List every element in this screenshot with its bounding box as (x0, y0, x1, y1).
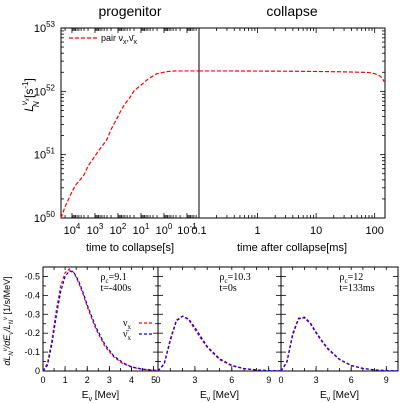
spec1-panel: 0 -0.1 -0.2 -0.3 -0.4 -0.5 dLNν/dEν/LNν [1/s/M… (2, 266, 159, 403)
x-tick-label: 100 (366, 225, 384, 237)
x-axis-label: Eν [MeV] (320, 390, 359, 403)
x-tick-label: 10 (310, 225, 322, 237)
x-tick-label: 2 (85, 375, 90, 385)
x-tick-label: 100 (156, 222, 173, 237)
x-tick-label: 3 (314, 375, 319, 385)
y-axis-label: dLNν/dEν/LNν [1/s/MeV] (2, 276, 15, 365)
x-tick-label: 9 (384, 375, 389, 385)
collapse-panel: collapse 0.1 1 10 100 time after collapse[ms] (191, 3, 386, 254)
x-axis-label: time to collapse[s] (86, 242, 174, 254)
x-tick-label: 6 (229, 375, 234, 385)
x-tick-label: 101 (133, 222, 150, 237)
x-tick-label: 0 (278, 375, 283, 385)
y-tick-label: 1050 (34, 210, 56, 225)
annotation-time: t=-400s (101, 283, 132, 294)
y-tick-label: 1053 (34, 20, 56, 35)
panel-title: progenitor (98, 3, 161, 19)
x-tick-label: 4 (129, 375, 134, 385)
x-axis-label: time after collapse[ms] (237, 242, 347, 254)
x-tick-label: 102 (110, 222, 127, 237)
annotation-density: ρc=10.3 (220, 272, 251, 285)
annotation-density: ρc=12 (340, 272, 364, 285)
series-line-1 (280, 316, 399, 372)
annotation-time: t=0s (220, 283, 237, 294)
x-tick-label: 0 (155, 375, 160, 385)
x-tick-label: 3 (192, 375, 197, 385)
legend-label: ν̄x (123, 329, 132, 342)
y-tick-label: -0.3 (24, 309, 40, 319)
x-tick-label: 103 (87, 222, 104, 237)
y-axis-label: LνxN [s-1] (20, 78, 41, 112)
x-tick-label: 1 (255, 225, 261, 237)
y-tick-label: -0.4 (24, 290, 40, 300)
series-line-0 (60, 70, 199, 219)
x-tick-label: 9 (266, 375, 271, 385)
x-tick-label: 10-1 (177, 222, 197, 237)
legend-label: pair νx,ν̄x (101, 33, 138, 46)
spec2-panel: 0 3 6 9 Eν [MeV] ρc=10.3t=0s (155, 266, 282, 403)
series-line-1 (42, 270, 159, 372)
x-tick-label: 3 (107, 375, 112, 385)
spec3-panel: 0 3 6 9 Eν [MeV] ρc=12t=133ms (278, 266, 399, 403)
panel-title: collapse (266, 3, 318, 19)
y-tick-label: -0.1 (24, 347, 40, 357)
y-tick-label: 0 (35, 366, 40, 376)
y-tick-label: -0.5 (24, 271, 40, 281)
series-line-0 (199, 70, 385, 82)
plot-frame (60, 27, 200, 219)
series-line-0 (280, 317, 399, 372)
y-tick-label: -0.2 (24, 328, 40, 338)
x-tick-label: 5 (151, 375, 156, 385)
x-tick-label: 0.1 (191, 225, 206, 237)
x-tick-label: 0 (40, 375, 45, 385)
series-line-0 (157, 315, 282, 372)
plot-frame (198, 27, 386, 219)
annotation-time: t=133ms (340, 283, 375, 294)
y-tick-label: 1052 (34, 83, 56, 98)
y-tick-label: 1051 (34, 147, 56, 162)
x-tick-label: 104 (64, 222, 81, 237)
x-tick-label: 1 (63, 375, 68, 385)
x-axis-label: Eν [MeV] (200, 390, 239, 403)
legend-label: νx (123, 318, 132, 331)
series-line-1 (157, 315, 282, 372)
x-tick-label: 6 (349, 375, 354, 385)
x-axis-label: Eν [Mev] (82, 390, 120, 403)
annotation-density: ρc=9.1 (101, 272, 127, 285)
